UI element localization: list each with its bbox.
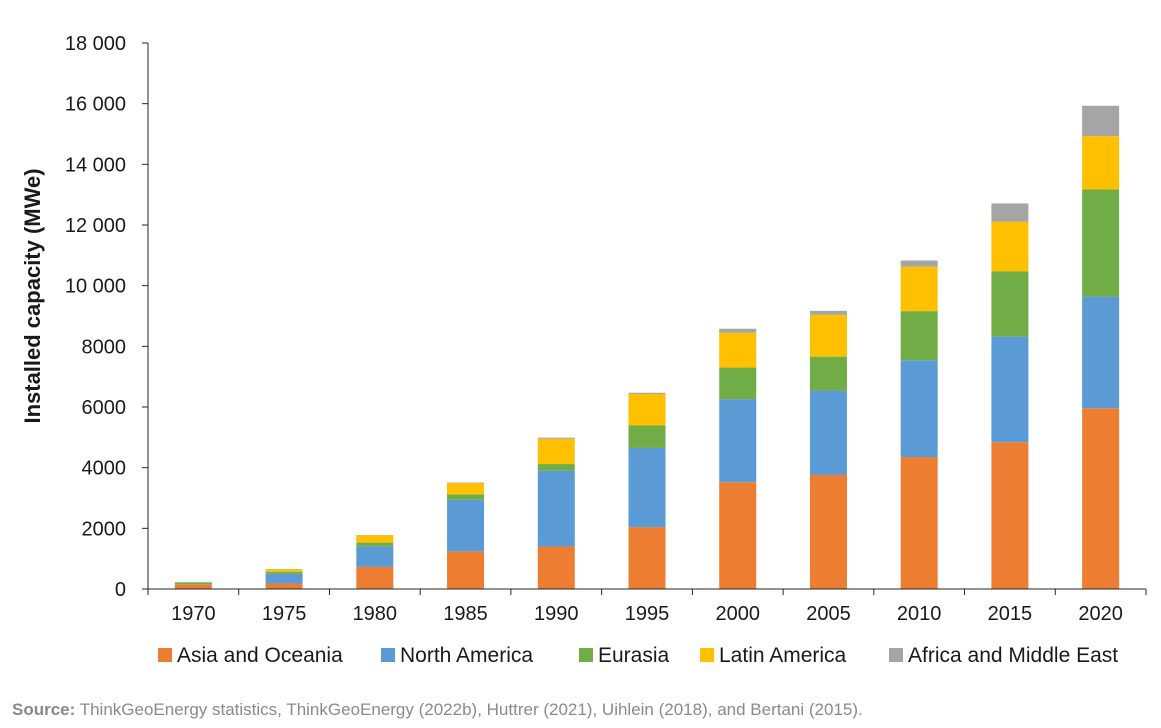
- legend-label: North America: [400, 644, 533, 667]
- bar-segment: [537, 437, 575, 439]
- y-tick-label: 2000: [82, 518, 127, 540]
- y-axis-title-group: Installed capacity (MWe): [20, 168, 45, 423]
- source-label: Source:: [12, 700, 76, 719]
- x-tick-label: 2020: [1078, 603, 1123, 625]
- x-tick-label: 1985: [443, 603, 488, 625]
- axes: [147, 43, 1146, 590]
- bar-segment: [809, 356, 847, 391]
- legend-item: North America: [381, 644, 533, 667]
- x-tick-label: 1970: [171, 603, 216, 625]
- x-tick-label: 2005: [806, 603, 851, 625]
- legend-label: Eurasia: [598, 644, 670, 667]
- bar-segment: [1082, 408, 1120, 589]
- legend-item: Eurasia: [579, 644, 670, 667]
- bar-segment: [628, 393, 666, 426]
- bar-segment: [356, 542, 394, 547]
- bar-segment: [1082, 136, 1120, 190]
- legend: Asia and Oceania North America Eurasia Lati…: [158, 644, 1118, 667]
- bar-segment: [265, 573, 303, 584]
- bar-segment: [719, 367, 757, 400]
- bar-segment: [537, 470, 575, 547]
- bar-segment: [1082, 296, 1120, 409]
- legend-swatch: [700, 648, 714, 662]
- bar-segment: [991, 271, 1029, 337]
- x-tick-label: 1975: [262, 603, 307, 625]
- y-tick-label: 14 000: [65, 154, 126, 176]
- bar-segment: [809, 390, 847, 475]
- bar-segment: [356, 566, 394, 589]
- stacked-bar-chart: Installed capacity (MWe) 0 2000 4000 6000 80…: [20, 33, 1147, 667]
- bar-segment: [447, 494, 485, 500]
- bar-segment: [628, 527, 666, 589]
- x-tick-label: 1995: [625, 603, 670, 625]
- bar-segment: [537, 464, 575, 471]
- bar-segment: [719, 332, 757, 368]
- legend-item: Asia and Oceania: [158, 644, 343, 667]
- bar-segment: [265, 569, 303, 572]
- legend-swatch: [158, 648, 172, 662]
- x-tick-label: 2015: [988, 603, 1033, 625]
- y-tick-label: 8000: [82, 336, 127, 358]
- bar-segment: [447, 482, 485, 484]
- bar-segment: [628, 425, 666, 448]
- legend-label: Africa and Middle East: [908, 644, 1118, 667]
- legend-swatch: [889, 648, 903, 662]
- bar-segment: [537, 438, 575, 465]
- bar-segment: [719, 482, 757, 589]
- legend-label: Latin America: [719, 644, 847, 667]
- bar-segment: [447, 499, 485, 552]
- bar-segment: [356, 546, 394, 567]
- source-text: ThinkGeoEnergy statistics, ThinkGeoEnerg…: [75, 700, 863, 719]
- x-tick-label: 2010: [897, 603, 942, 625]
- y-axis-ticks: 0 2000 4000 6000 8000 10 000 12 000 14 000 16 00…: [65, 33, 148, 601]
- y-tick-label: 6000: [82, 397, 127, 419]
- y-axis-title: Installed capacity (MWe): [20, 168, 45, 423]
- legend-swatch: [381, 648, 395, 662]
- bar-segment: [900, 260, 938, 267]
- bar-segment: [991, 336, 1029, 443]
- bar-segment: [719, 328, 757, 333]
- y-tick-label: 10 000: [65, 276, 126, 298]
- bar-segment: [719, 399, 757, 483]
- bar-segment: [900, 457, 938, 589]
- bar-segment: [356, 535, 394, 543]
- bars: [174, 105, 1120, 589]
- x-tick-label: 1980: [353, 603, 398, 625]
- bar-segment: [991, 221, 1029, 272]
- bar-segment: [174, 582, 212, 585]
- source-note: Source: ThinkGeoEnergy statistics, Think…: [12, 700, 863, 720]
- bar-segment: [991, 203, 1029, 222]
- legend-label: Asia and Oceania: [177, 644, 343, 667]
- y-tick-label: 16 000: [65, 94, 126, 116]
- bar-segment: [900, 311, 938, 361]
- bar-segment: [628, 392, 666, 394]
- x-tick-label: 1990: [534, 603, 579, 625]
- legend-swatch: [579, 648, 593, 662]
- legend-item: Africa and Middle East: [889, 644, 1118, 667]
- y-tick-label: 4000: [82, 458, 127, 480]
- bar-segment: [265, 583, 303, 589]
- bar-segment: [265, 571, 303, 574]
- bar-segment: [1082, 105, 1120, 137]
- bar-segment: [447, 551, 485, 589]
- bar-segment: [900, 360, 938, 458]
- bar-segment: [537, 546, 575, 589]
- bar-segment: [628, 447, 666, 528]
- bar-segment: [809, 310, 847, 315]
- bar-segment: [809, 474, 847, 589]
- x-tick-label: 2000: [715, 603, 760, 625]
- bar-segment: [447, 483, 485, 495]
- y-tick-label: 18 000: [65, 33, 126, 55]
- bar-segment: [174, 584, 212, 589]
- legend-item: Latin America: [700, 644, 847, 667]
- x-axis-ticks: 1970 1975 1980 1985 1990 1995 2000 2005 2010 2015…: [147, 589, 1147, 625]
- bar-segment: [991, 442, 1029, 589]
- y-tick-label: 0: [115, 579, 126, 601]
- y-tick-label: 12 000: [65, 215, 126, 237]
- bar-segment: [900, 266, 938, 312]
- bar-segment: [809, 314, 847, 357]
- bar-segment: [1082, 189, 1120, 297]
